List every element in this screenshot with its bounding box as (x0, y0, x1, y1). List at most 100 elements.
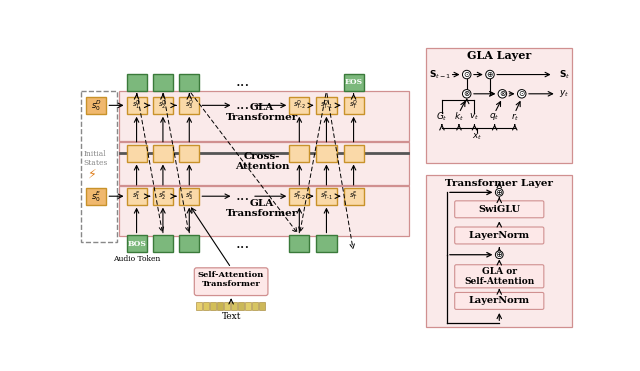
Text: LayerNorm: LayerNorm (468, 296, 530, 305)
FancyBboxPatch shape (224, 302, 230, 310)
FancyBboxPatch shape (344, 97, 364, 114)
Text: $\odot$: $\odot$ (463, 70, 470, 79)
FancyBboxPatch shape (127, 97, 147, 114)
FancyBboxPatch shape (426, 47, 572, 163)
Text: $s_2^D$: $s_2^D$ (158, 99, 168, 112)
Text: $\odot$: $\odot$ (518, 89, 525, 98)
FancyBboxPatch shape (153, 236, 173, 252)
Text: $\oplus$: $\oplus$ (486, 70, 494, 79)
FancyBboxPatch shape (195, 268, 268, 296)
Text: $x_t$: $x_t$ (472, 132, 482, 142)
FancyBboxPatch shape (426, 175, 572, 327)
FancyBboxPatch shape (179, 74, 199, 91)
Text: $\otimes$: $\otimes$ (499, 89, 506, 98)
Text: $y_t$: $y_t$ (559, 88, 570, 99)
Text: Cross-
Attention: Cross- Attention (235, 152, 289, 171)
Text: ...: ... (236, 189, 250, 203)
FancyBboxPatch shape (127, 145, 147, 161)
FancyBboxPatch shape (454, 292, 544, 309)
FancyBboxPatch shape (316, 145, 337, 161)
Circle shape (498, 89, 507, 98)
Text: $s_0^E$: $s_0^E$ (91, 189, 102, 204)
Text: $v_t$: $v_t$ (470, 112, 479, 122)
Text: $s_1^E$: $s_1^E$ (132, 190, 141, 203)
FancyBboxPatch shape (127, 236, 147, 252)
FancyBboxPatch shape (289, 188, 309, 205)
FancyBboxPatch shape (196, 302, 202, 310)
Text: BOS: BOS (127, 240, 146, 248)
Text: ...: ... (236, 98, 250, 112)
Text: Audio Token: Audio Token (113, 255, 160, 263)
FancyBboxPatch shape (238, 302, 244, 310)
Text: $r_t$: $r_t$ (511, 111, 519, 123)
FancyBboxPatch shape (289, 236, 309, 252)
FancyBboxPatch shape (179, 236, 199, 252)
Text: $\mathbf{S}_t$: $\mathbf{S}_t$ (559, 68, 570, 81)
Text: Initial
States: Initial States (84, 150, 108, 167)
Text: $s_2^E$: $s_2^E$ (158, 190, 168, 203)
Text: $s_1^D$: $s_1^D$ (132, 99, 141, 112)
Text: ⚡: ⚡ (88, 167, 97, 180)
FancyBboxPatch shape (179, 145, 199, 161)
Text: Transformer Layer: Transformer Layer (445, 180, 553, 188)
FancyBboxPatch shape (86, 188, 106, 205)
Text: ...: ... (236, 75, 250, 89)
FancyBboxPatch shape (179, 188, 199, 205)
Circle shape (495, 251, 503, 259)
Text: $q_t$: $q_t$ (490, 111, 500, 122)
Text: $s_3^E$: $s_3^E$ (185, 190, 194, 203)
Circle shape (486, 70, 494, 79)
Text: $\otimes$: $\otimes$ (463, 89, 470, 98)
Text: Text: Text (221, 312, 241, 321)
FancyBboxPatch shape (454, 227, 544, 244)
Circle shape (518, 89, 526, 98)
Text: $s_{T\text{-}1}^D$: $s_{T\text{-}1}^D$ (320, 99, 333, 112)
FancyBboxPatch shape (204, 302, 209, 310)
Text: $s_T^D$: $s_T^D$ (349, 99, 358, 112)
Text: $\mathbf{S}_{t-1}$: $\mathbf{S}_{t-1}$ (429, 68, 451, 81)
FancyBboxPatch shape (316, 236, 337, 252)
FancyBboxPatch shape (119, 91, 410, 141)
FancyBboxPatch shape (344, 188, 364, 205)
Text: $\oplus$: $\oplus$ (495, 188, 504, 197)
FancyBboxPatch shape (259, 302, 265, 310)
Text: GLA
Transformer: GLA Transformer (226, 199, 298, 218)
Text: $s_{T\text{-}1}^E$: $s_{T\text{-}1}^E$ (320, 190, 333, 203)
Text: $s_{T\text{-}2}^E$: $s_{T\text{-}2}^E$ (293, 190, 306, 203)
FancyBboxPatch shape (454, 265, 544, 288)
Text: $s_3^D$: $s_3^D$ (184, 99, 194, 112)
Text: $s_{T\text{-}2}^D$: $s_{T\text{-}2}^D$ (293, 99, 306, 112)
Text: $k_t$: $k_t$ (454, 111, 464, 123)
Text: EOS: EOS (344, 78, 363, 86)
FancyBboxPatch shape (245, 302, 252, 310)
FancyBboxPatch shape (86, 97, 106, 114)
FancyBboxPatch shape (153, 74, 173, 91)
FancyBboxPatch shape (210, 302, 216, 310)
Circle shape (463, 89, 471, 98)
FancyBboxPatch shape (153, 97, 173, 114)
FancyBboxPatch shape (344, 145, 364, 161)
Text: GLA
Transformer: GLA Transformer (226, 102, 298, 122)
FancyBboxPatch shape (119, 142, 410, 186)
FancyBboxPatch shape (454, 201, 544, 218)
Text: SwiGLU: SwiGLU (478, 205, 520, 214)
FancyBboxPatch shape (153, 145, 173, 161)
FancyBboxPatch shape (127, 188, 147, 205)
Circle shape (495, 188, 503, 196)
Text: $\oplus$: $\oplus$ (495, 250, 504, 259)
FancyBboxPatch shape (316, 97, 337, 114)
Text: Self-Attention
Transformer: Self-Attention Transformer (198, 271, 264, 288)
Text: LayerNorm: LayerNorm (468, 231, 530, 240)
Text: GLA or
Self-Attention: GLA or Self-Attention (464, 267, 534, 286)
FancyBboxPatch shape (153, 188, 173, 205)
Circle shape (463, 70, 471, 79)
FancyBboxPatch shape (252, 302, 259, 310)
FancyBboxPatch shape (217, 302, 223, 310)
FancyBboxPatch shape (231, 302, 237, 310)
Text: $s_T^E$: $s_T^E$ (349, 190, 358, 203)
Text: $s_0^D$: $s_0^D$ (91, 98, 102, 113)
FancyBboxPatch shape (289, 97, 309, 114)
Text: ...: ... (236, 237, 250, 251)
FancyBboxPatch shape (344, 74, 364, 91)
FancyBboxPatch shape (179, 97, 199, 114)
